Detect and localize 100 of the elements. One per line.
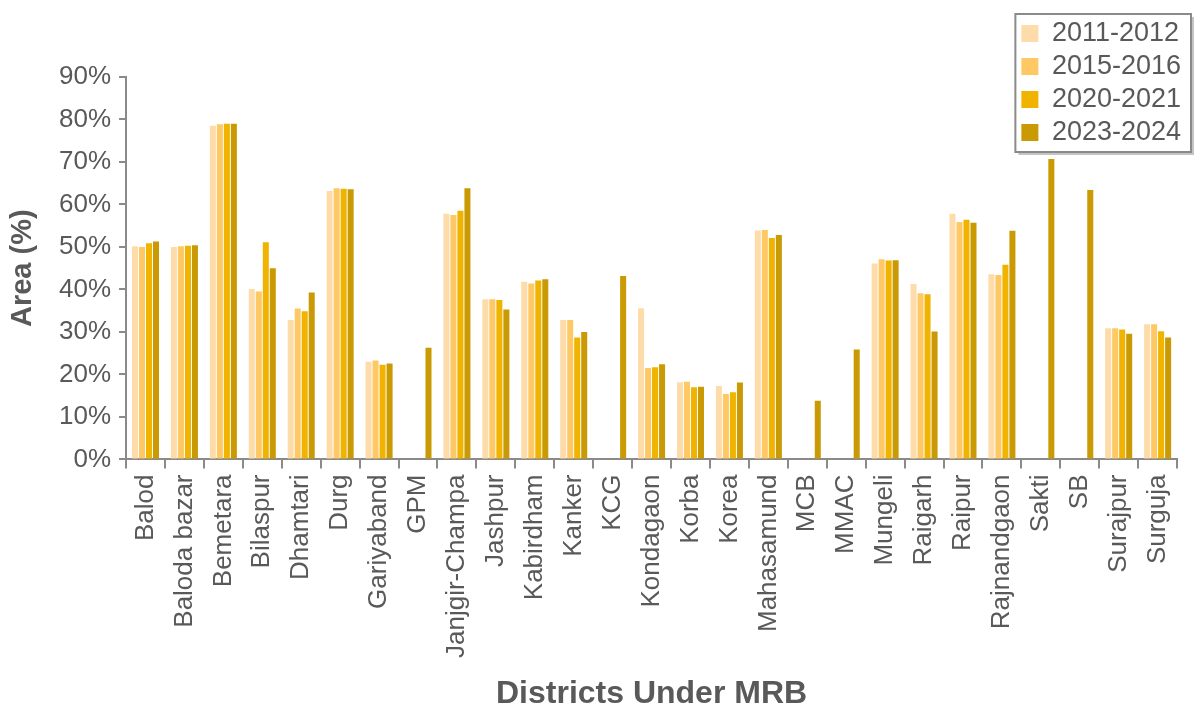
y-tick-label: 0% — [73, 442, 112, 473]
bar — [690, 387, 697, 459]
x-axis-title: Districts Under MRB — [495, 673, 808, 710]
bar — [567, 320, 574, 459]
bar — [729, 392, 736, 459]
bar — [138, 246, 146, 459]
bar — [379, 364, 386, 459]
bar — [326, 190, 333, 459]
y-tick-label: 90% — [58, 60, 112, 91]
bar — [574, 337, 581, 459]
legend-label: 2020-2021 — [1051, 82, 1181, 113]
y-tick-label: 30% — [58, 315, 112, 346]
bar — [853, 349, 860, 459]
bar — [970, 222, 977, 459]
bar — [878, 259, 885, 459]
bar — [659, 364, 666, 459]
bar — [340, 188, 347, 459]
bar — [482, 299, 489, 459]
legend-label: 2015-2016 — [1051, 49, 1181, 80]
bar — [715, 385, 722, 459]
bar — [560, 320, 567, 459]
bar — [956, 221, 963, 459]
x-tick-label: Balod — [128, 474, 159, 541]
bar — [949, 213, 956, 459]
bar — [457, 210, 464, 459]
bar — [1087, 190, 1094, 459]
bar — [269, 268, 276, 459]
bar — [892, 260, 899, 459]
bar — [754, 230, 761, 459]
x-tick-label: Korba — [673, 473, 704, 544]
bar — [917, 293, 924, 459]
x-tick-label: Kondagaon — [634, 474, 665, 608]
bar — [542, 279, 549, 459]
bar — [931, 331, 938, 459]
bar — [262, 242, 269, 459]
x-tick-label: Janjgir-Champa — [440, 473, 471, 659]
bar — [503, 309, 510, 459]
y-tick-label: 20% — [58, 357, 112, 388]
bar — [425, 347, 432, 459]
x-tick-label: Raigarh — [907, 474, 938, 566]
x-tick-label: MCB — [790, 474, 821, 533]
bar — [386, 363, 393, 459]
bar — [153, 241, 160, 459]
bar — [910, 283, 917, 459]
bar — [372, 360, 379, 459]
bar — [255, 291, 262, 459]
bar — [761, 229, 768, 459]
x-tick-label: Kanker — [556, 474, 587, 557]
bar — [191, 245, 198, 459]
bar — [308, 292, 315, 459]
bar — [145, 243, 153, 459]
bar — [924, 294, 931, 459]
bar — [535, 280, 542, 459]
legend-label: 2011-2012 — [1051, 16, 1179, 47]
bar — [736, 382, 743, 459]
x-tick-label: SB — [1062, 474, 1093, 510]
bar — [450, 215, 457, 459]
bar — [170, 246, 177, 459]
bar — [528, 283, 535, 459]
x-tick-label: GPM — [401, 474, 432, 534]
bar — [995, 275, 1002, 459]
x-tick-label: Sakti — [1024, 474, 1054, 533]
bar — [988, 274, 995, 459]
bar — [177, 246, 184, 459]
bar — [333, 188, 340, 459]
bar — [1119, 329, 1126, 459]
bar — [287, 320, 294, 459]
bar — [683, 381, 690, 459]
bar — [963, 219, 970, 459]
x-tick-label: Korea — [712, 473, 743, 544]
bar — [676, 382, 683, 459]
bar — [645, 368, 652, 459]
bar — [1144, 324, 1151, 459]
x-tick-label: Baloda bazar — [167, 474, 198, 628]
x-tick-label: KCG — [595, 474, 626, 531]
bar — [248, 289, 255, 459]
y-tick-label: 10% — [58, 400, 112, 431]
y-axis-title: Area (%) — [4, 209, 37, 328]
x-tick-label: Mungeli — [868, 474, 899, 566]
bar — [652, 367, 659, 459]
x-tick-label: Kabirdham — [517, 474, 548, 601]
x-tick-label: Bilaspur — [245, 474, 276, 569]
bar — [489, 299, 496, 459]
bar — [184, 245, 191, 459]
bar — [1151, 324, 1158, 459]
x-tick-label: Dhamtari — [284, 474, 315, 580]
bar — [1048, 159, 1055, 459]
bar — [496, 300, 503, 459]
x-tick-label: Raipur — [946, 474, 977, 552]
y-tick-label: 80% — [58, 102, 112, 133]
x-tick-label: Gariyaband — [362, 474, 393, 609]
bar — [1126, 333, 1133, 459]
bar — [1009, 230, 1016, 459]
bar — [216, 124, 223, 459]
bar — [722, 394, 729, 459]
bar — [464, 188, 471, 459]
bar — [1002, 264, 1009, 459]
bar — [294, 308, 301, 459]
bar — [1165, 337, 1172, 459]
bar — [775, 235, 782, 459]
